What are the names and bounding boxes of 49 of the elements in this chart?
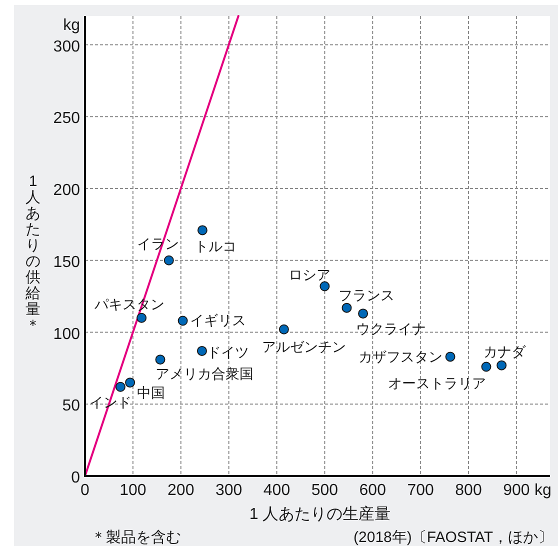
- x-tick-label: 500: [311, 482, 338, 499]
- text: kg: [63, 16, 80, 34]
- point: [178, 316, 188, 326]
- text: (2018年)〔FAOSTAT，ほか〕: [354, 529, 553, 546]
- y-tick-label: 100: [53, 326, 80, 343]
- y-tick-label: 300: [53, 38, 80, 56]
- point: [197, 225, 208, 236]
- text: ＊製品を含む: [91, 529, 181, 546]
- point: [496, 360, 507, 370]
- y-tick-label: 0: [71, 470, 80, 486]
- point: [342, 302, 352, 313]
- point: [481, 362, 492, 372]
- annotation: イギリス: [190, 312, 246, 328]
- annotation: 中国: [137, 384, 166, 401]
- annotation: アメリカ合衆国: [155, 366, 254, 382]
- x-tick-label: 800: [455, 482, 482, 499]
- y-tick-label: 250: [53, 110, 80, 128]
- point: [164, 255, 174, 266]
- point: [115, 382, 126, 392]
- text: kg: [534, 482, 552, 499]
- annotation: オーストラリア: [388, 374, 486, 391]
- annotation: ロシア: [288, 266, 331, 282]
- point: [155, 354, 166, 365]
- point: [136, 312, 147, 323]
- point: [125, 378, 136, 388]
- y-tick-label: 200: [53, 182, 80, 199]
- point: [445, 352, 456, 362]
- x-axis-title: 1 人あたりの生産量: [249, 505, 391, 523]
- point: [358, 308, 368, 319]
- y-tick-label: 150: [53, 254, 80, 271]
- annotation: カザフスタン: [358, 348, 442, 365]
- annotation: トルコ: [194, 238, 236, 254]
- annotation: アルゼンチン: [262, 338, 346, 354]
- x-tick-label: 400: [263, 482, 290, 499]
- x-tick-label: 200: [168, 482, 194, 499]
- point: [320, 281, 330, 292]
- x-tick-label: 600: [359, 482, 386, 499]
- annotation: ドイツ: [206, 344, 249, 360]
- x-tick-label: 900: [503, 482, 530, 499]
- annotation: ウクライナ: [356, 320, 426, 337]
- x-tick-label: 100: [120, 482, 146, 499]
- annotation: フランス: [338, 286, 395, 303]
- point: [278, 324, 289, 334]
- y-tick-label: 50: [62, 398, 80, 415]
- point: [196, 346, 207, 356]
- y-axis-title: 1人あたりの供給量＊: [26, 173, 40, 334]
- x-tick-label: 700: [407, 482, 434, 499]
- x-tick-label: 300: [215, 482, 242, 499]
- annotation: カナダ: [484, 343, 527, 360]
